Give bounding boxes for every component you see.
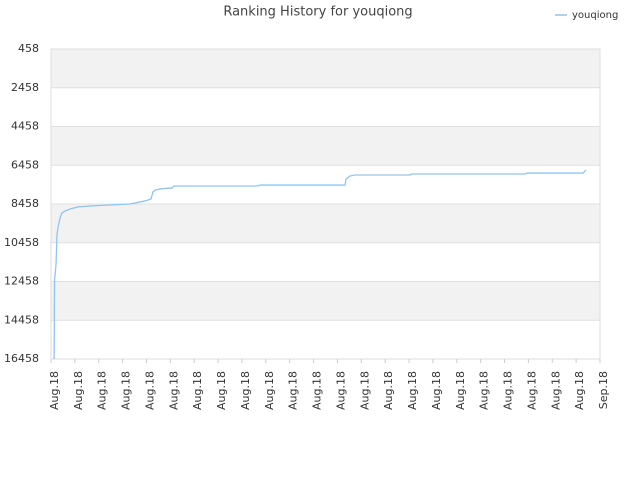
x-tick-label: Aug.18 <box>167 371 180 410</box>
y-tick-label: 6458 <box>11 158 39 171</box>
x-tick-label: Aug.18 <box>430 371 443 410</box>
x-tick-label: Aug.18 <box>143 371 156 410</box>
y-tick-label: 458 <box>18 42 39 55</box>
x-tick-label: Aug.18 <box>358 371 371 410</box>
y-tick-label: 8458 <box>11 197 39 210</box>
x-tick-label: Aug.18 <box>573 371 586 410</box>
x-tick-label: Aug.18 <box>96 371 109 410</box>
x-tick-label: Aug.18 <box>120 371 133 410</box>
x-tick-label: Aug.18 <box>478 371 491 410</box>
x-tick-label: Aug.18 <box>502 371 515 410</box>
y-tick-label: 16458 <box>4 352 39 365</box>
line <box>53 169 587 360</box>
grid-band <box>51 204 600 243</box>
y-tick-label: 14458 <box>4 313 39 326</box>
y-tick-label: 2458 <box>11 81 39 94</box>
y-tick-label: 4458 <box>11 120 39 133</box>
x-tick-label: Aug.18 <box>191 371 204 410</box>
x-tick-label: Aug.18 <box>549 371 562 410</box>
x-tick-label: Aug.18 <box>311 371 324 410</box>
y-tick-label: 12458 <box>4 275 39 288</box>
chart-title: Ranking History for youqiong <box>223 5 412 20</box>
x-tick-label: Aug.18 <box>263 371 276 410</box>
x-tick-label: Sep.18 <box>597 371 610 409</box>
x-tick-label: Aug.18 <box>454 371 467 410</box>
grid-band <box>51 126 600 166</box>
grid-band <box>51 281 600 321</box>
x-tick-label: Aug.18 <box>215 371 228 410</box>
x-tick-label: Aug.18 <box>239 371 252 410</box>
grid-band <box>51 49 600 88</box>
x-tick-label: Aug.18 <box>287 371 300 410</box>
x-tick-label: Aug.18 <box>525 371 538 410</box>
legend-label: youqiong <box>572 10 618 21</box>
y-tick-label: 10458 <box>4 236 39 249</box>
x-tick-label: Aug.18 <box>72 371 85 410</box>
x-tick-label: Aug.18 <box>406 371 419 410</box>
plot-border <box>50 48 601 360</box>
x-tick-label: Aug.18 <box>48 371 61 410</box>
x-tick-label: Aug.18 <box>334 371 347 410</box>
x-tick-label: Aug.18 <box>382 371 395 410</box>
